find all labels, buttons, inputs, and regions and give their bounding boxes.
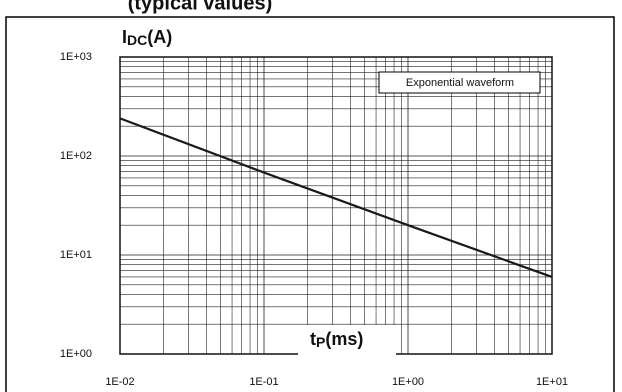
- x-tick-label: 1E+00: [392, 376, 424, 388]
- y-tick-label: 1E+02: [60, 150, 92, 162]
- x-axis-label-box: [298, 325, 396, 355]
- x-axis-label-unit: (ms): [325, 329, 363, 349]
- x-tick-label: 1E+01: [536, 376, 568, 388]
- x-tick-label: 1E-01: [249, 376, 278, 388]
- data-line: [119, 117, 553, 278]
- x-tick-label: 1E-02: [105, 376, 134, 388]
- x-axis-label-sub: P: [316, 334, 325, 350]
- y-axis-label: IDC(A): [122, 27, 172, 48]
- y-tick-label: 1E+00: [60, 348, 92, 360]
- x-axis-label-main: t: [310, 329, 316, 349]
- annotation-box: [378, 71, 541, 94]
- y-tick-label: 1E+01: [60, 249, 92, 261]
- frame: [5, 16, 615, 392]
- annotation: Exponential waveform: [406, 77, 514, 89]
- plot-area: [119, 56, 553, 355]
- x-axis-label: tP(ms): [310, 329, 363, 350]
- y-tick-label: 1E+03: [60, 51, 92, 63]
- chart-title: (typical values): [128, 0, 273, 14]
